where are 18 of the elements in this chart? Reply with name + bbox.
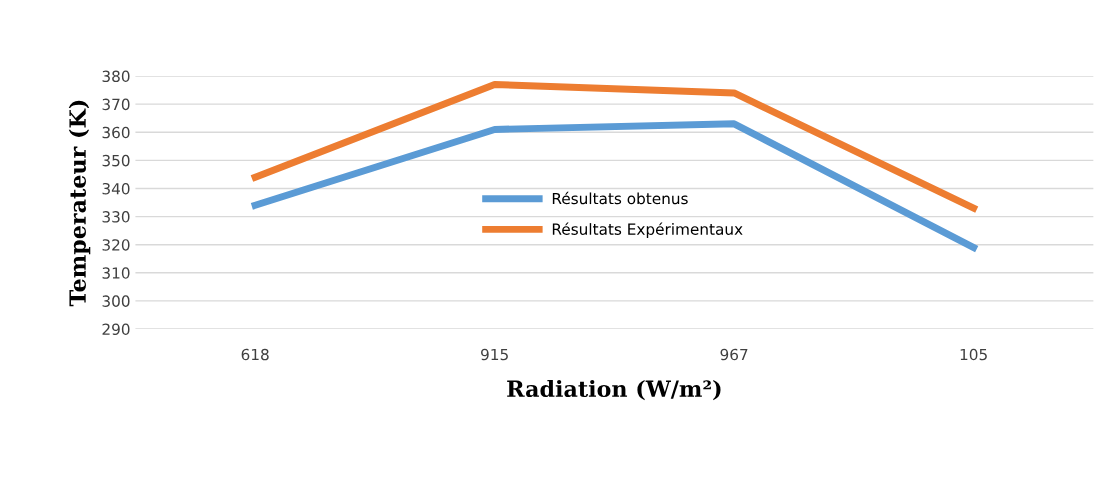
y-tick-label: 340 — [102, 182, 130, 195]
y-tick-label: 330 — [102, 211, 130, 223]
y-tick-label: 370 — [102, 98, 130, 111]
y-axis-title: Temperateur (K) — [68, 100, 91, 307]
y-tick-label: 350 — [102, 154, 130, 167]
legend-label: Résultats Expérimentaux — [552, 222, 743, 238]
y-tick-label: 310 — [102, 267, 130, 279]
y-tick-label: 380 — [102, 70, 130, 83]
x-tick-label: 618 — [241, 348, 269, 361]
x-tick-label: 105 — [960, 348, 987, 361]
x-tick-label: 967 — [720, 348, 748, 361]
y-tick-label: 360 — [102, 126, 130, 139]
legend-label: Résultats obtenus — [552, 191, 688, 205]
x-tick-label: 915 — [481, 348, 508, 361]
y-tick-label: 300 — [102, 295, 130, 307]
x-axis-title: Radiation (W/m²) — [507, 379, 721, 401]
y-tick-label: 290 — [102, 323, 130, 336]
y-tick-label: 320 — [102, 239, 130, 251]
